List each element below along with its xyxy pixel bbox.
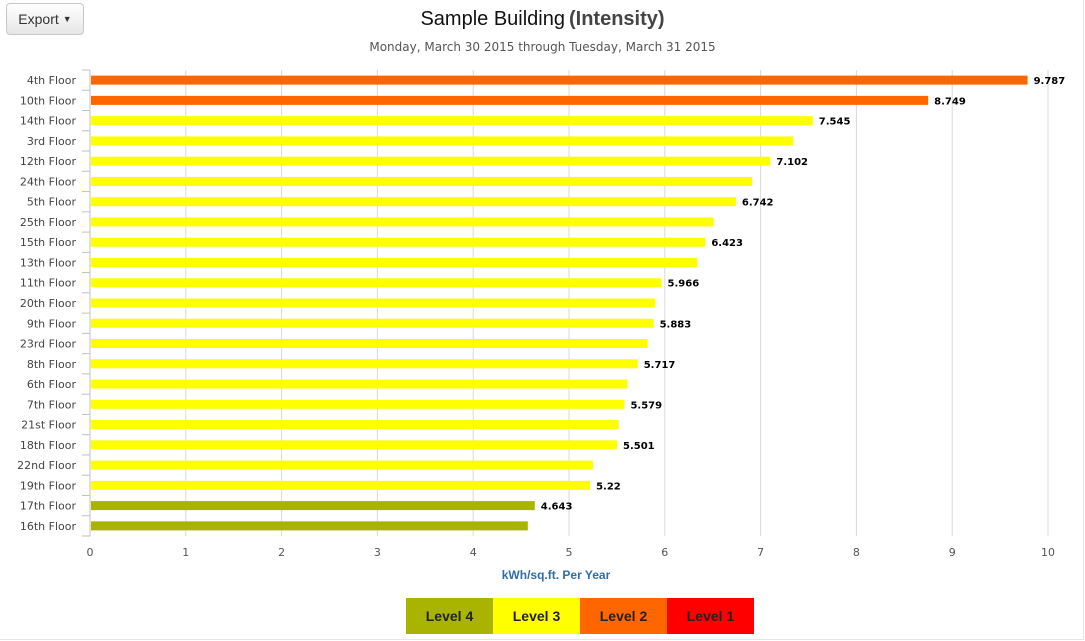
y-tick-label: 17th Floor [20,500,77,513]
bar [91,176,752,186]
y-tick-label: 8th Floor [27,358,77,371]
bar [91,379,628,389]
y-tick-label: 5th Floor [27,196,77,209]
data-label: 5.966 [668,279,700,290]
bar [91,359,638,369]
data-label: 5.501 [623,441,655,452]
x-tick-label: 10 [1041,546,1055,559]
data-label: 5.22 [596,481,621,492]
bar [91,420,619,430]
legend-item-level-2[interactable]: Level 2 [580,598,667,634]
bar [91,95,929,105]
x-tick-label: 0 [87,546,94,559]
y-tick-label: 23rd Floor [20,338,77,351]
data-label: 7.545 [819,117,851,128]
bar [91,318,654,328]
y-tick-label: 22nd Floor [17,459,76,472]
x-axis-title: kWh/sq.ft. Per Year [502,568,611,582]
data-label: 9.787 [1034,76,1066,87]
bar [91,460,593,470]
bar [91,480,591,490]
y-tick-label: 24th Floor [20,175,77,188]
legend-item-level-1[interactable]: Level 1 [667,598,754,634]
x-tick-label: 6 [661,546,668,559]
bar [91,399,625,409]
y-tick-label: 13th Floor [20,256,77,269]
legend-item-level-3[interactable]: Level 3 [493,598,580,634]
data-label: 7.102 [776,157,808,168]
bar [91,237,706,247]
y-tick-label: 6th Floor [27,378,77,391]
x-tick-label: 1 [182,546,189,559]
chart-title-text: Sample Building [420,8,565,30]
bar [91,278,662,288]
y-tick-label: 10th Floor [20,94,77,107]
y-tick-label: 19th Floor [20,479,77,492]
bar [91,156,771,166]
x-tick-label: 7 [757,546,764,559]
x-tick-label: 2 [278,546,285,559]
data-label: 5.579 [630,400,662,411]
bar [91,298,656,308]
y-tick-label: 15th Floor [20,236,77,249]
bar [91,339,648,349]
x-tick-label: 5 [566,546,573,559]
export-button[interactable]: Export ▼ [6,3,84,35]
bar [91,440,617,450]
bar [91,136,794,146]
bar [91,197,736,207]
data-label: 5.717 [644,360,676,371]
data-label: 8.749 [934,96,966,107]
data-label: 6.423 [711,238,743,249]
y-tick-label: 7th Floor [27,398,77,411]
bar [91,75,1028,85]
x-tick-label: 4 [470,546,477,559]
data-label: 5.883 [660,319,692,330]
legend-item-level-4[interactable]: Level 4 [406,598,493,634]
caret-down-icon: ▼ [62,14,72,24]
legend: Level 4 Level 3 Level 2 Level 1 [406,598,754,634]
y-tick-label: 9th Floor [27,317,77,330]
export-label: Export [18,11,59,27]
data-label: 4.643 [541,502,573,513]
data-label: 6.742 [742,198,774,209]
chart-subtitle: Monday, March 30 2015 through Tuesday, M… [369,40,716,54]
y-tick-label: 25th Floor [20,216,77,229]
bar [91,116,813,126]
y-tick-label: 20th Floor [20,297,77,310]
y-tick-label: 4th Floor [27,74,77,87]
x-tick-label: 3 [374,546,381,559]
y-tick-label: 3rd Floor [27,135,77,148]
y-tick-label: 14th Floor [20,115,77,128]
y-tick-label: 18th Floor [20,439,77,452]
bar [91,217,714,227]
x-tick-label: 8 [853,546,860,559]
y-tick-label: 11th Floor [20,277,77,290]
bar [91,257,698,267]
y-tick-label: 16th Floor [20,520,77,533]
bar [91,501,535,511]
chart-title-suffix: (Intensity) [568,8,665,30]
x-tick-label: 9 [949,546,956,559]
bar [91,521,528,531]
y-tick-label: 21st Floor [21,419,76,432]
chart-title: Sample Building (Intensity) [0,8,1085,31]
y-tick-label: 12th Floor [20,155,77,168]
